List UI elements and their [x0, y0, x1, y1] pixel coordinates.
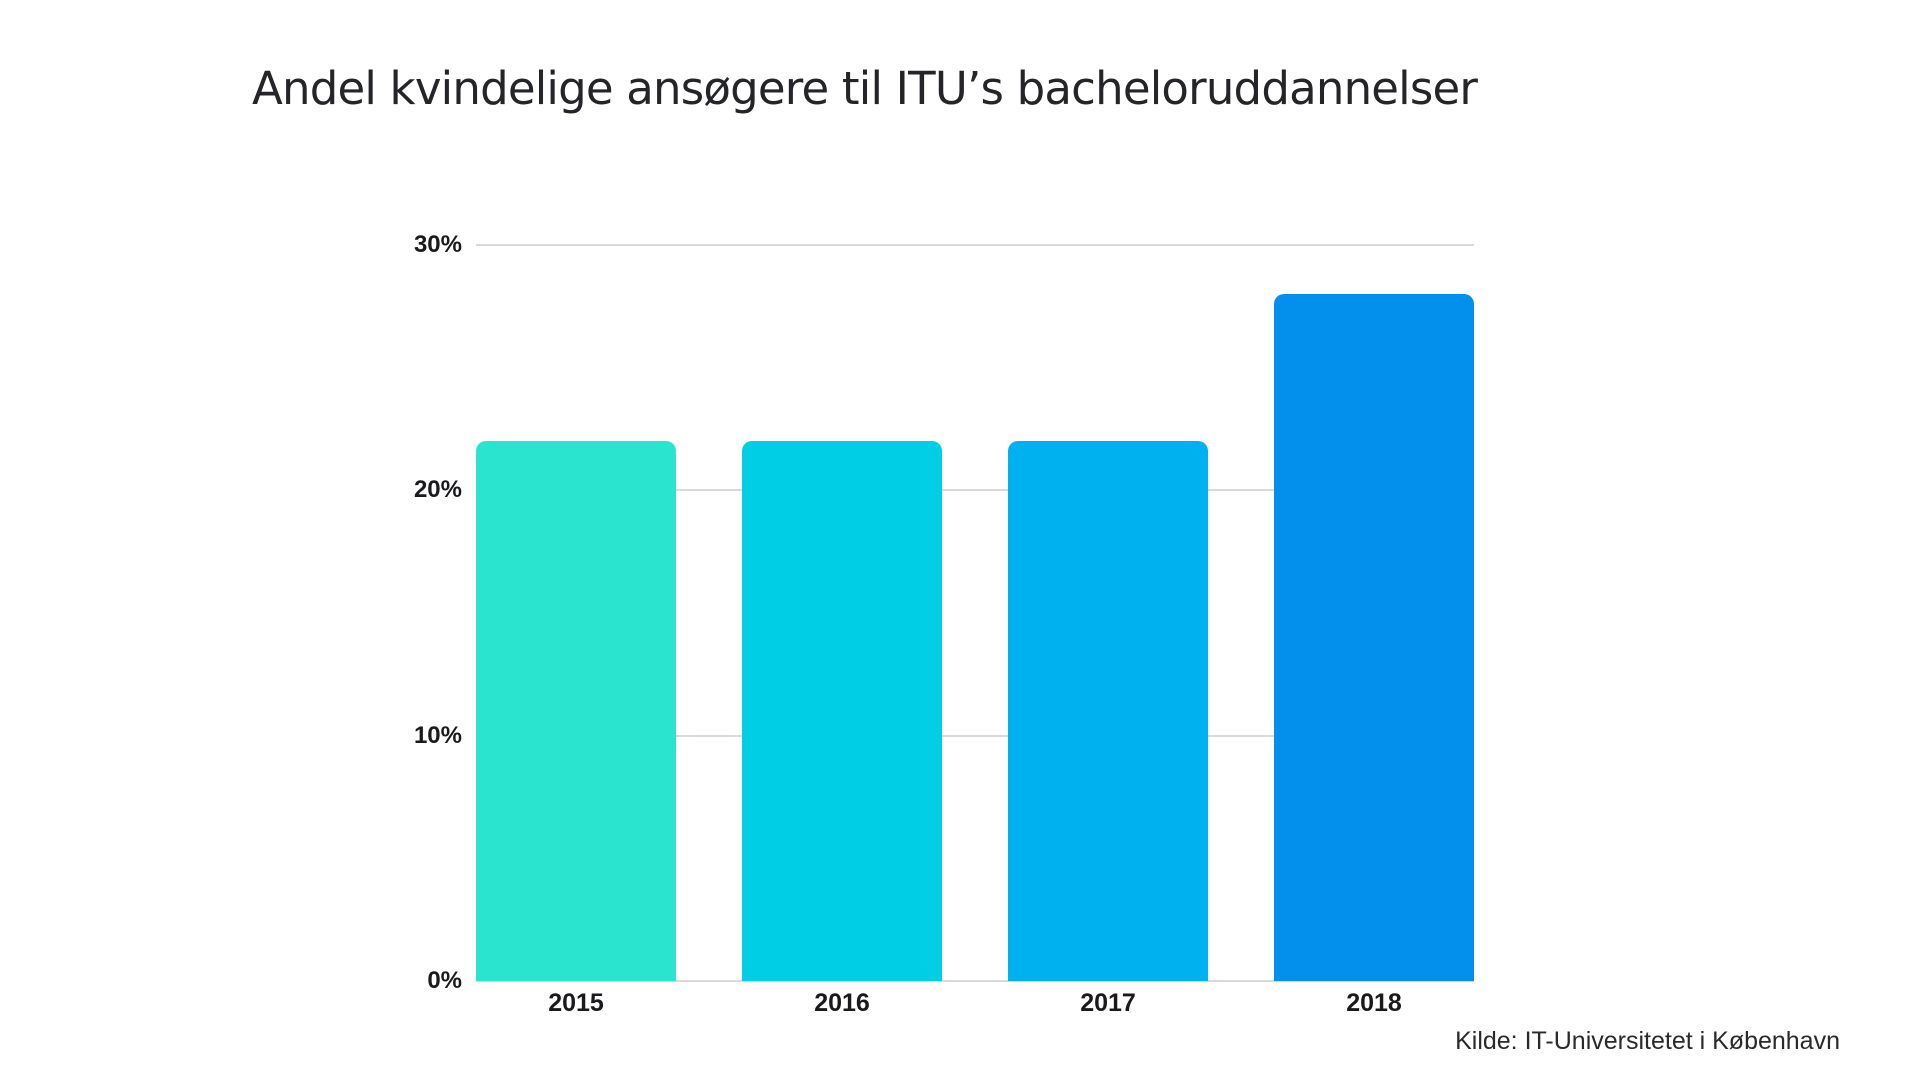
- gridline-30%: [476, 244, 1474, 246]
- x-axis-tick-label: 2018: [1346, 989, 1402, 1017]
- bar-2015: [476, 441, 676, 981]
- source-credit: Kilde: IT-Universitetet i København: [1455, 1027, 1840, 1055]
- chart-title: Andel kvindelige ansøgere til ITU’s bach…: [252, 62, 1478, 115]
- bar-2017: [1008, 441, 1208, 981]
- gridline-0%: [476, 980, 1474, 982]
- y-axis-tick-label: 30%: [413, 231, 462, 258]
- gridline-10%: [476, 734, 1474, 737]
- x-axis-tick-label: 2017: [1080, 989, 1136, 1017]
- x-axis-tick-label: 2016: [814, 989, 870, 1017]
- y-axis-tick-label: 10%: [413, 721, 462, 749]
- bar-2018: [1274, 294, 1474, 981]
- gridline-20%: [476, 489, 1474, 492]
- bar-2016: [742, 441, 942, 981]
- y-axis-tick-label: 20%: [413, 476, 462, 504]
- y-axis-tick-label: 0%: [427, 967, 462, 994]
- x-axis-tick-label: 2015: [548, 989, 604, 1017]
